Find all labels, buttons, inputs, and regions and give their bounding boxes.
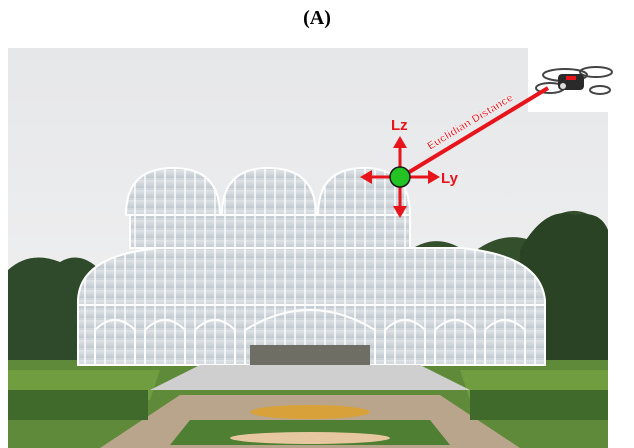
z-axis-label: Lz <box>391 117 408 134</box>
photo <box>8 48 608 448</box>
distance-line <box>404 86 550 176</box>
target-point <box>389 166 411 188</box>
drone <box>535 66 613 95</box>
y-axis-label: Ly <box>441 170 459 187</box>
figure-label: (A) <box>303 7 331 29</box>
annotations <box>360 86 550 218</box>
